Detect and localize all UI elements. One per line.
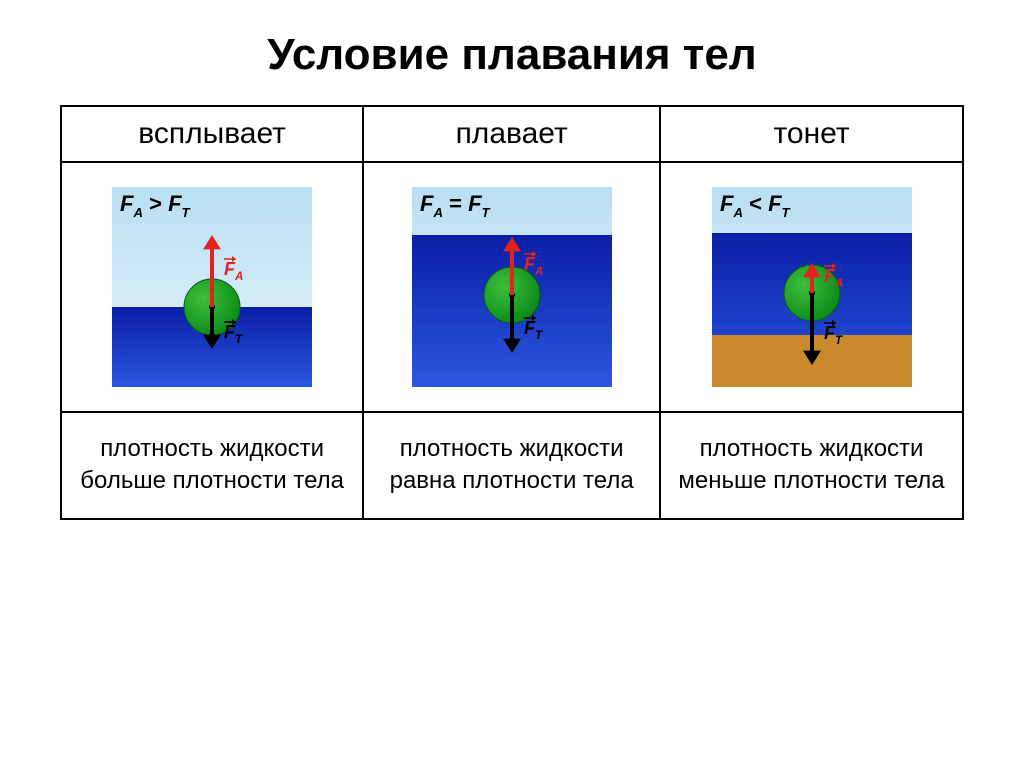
svg-text:FA < FT: FA < FT <box>720 191 791 220</box>
svg-text:FA = FT: FA = FT <box>420 191 491 220</box>
svg-text:FA > FT: FA > FT <box>120 191 191 220</box>
diagram-cell-1: FAFTFA = FT <box>363 162 660 412</box>
desc-cell-0: плотность жидкости больше плотности тела <box>61 412 363 519</box>
diagram-cell-0: FAFTFA > FT <box>61 162 363 412</box>
header-row: всплывает плавает тонет <box>61 106 963 162</box>
col-header-2: тонет <box>660 106 963 162</box>
page-title: Условие плавания тел <box>267 30 757 80</box>
col-header-0: всплывает <box>61 106 363 162</box>
buoyancy-table: всплывает плавает тонет FAFTFA > FT FAFT… <box>60 105 964 520</box>
buoyancy-diagram-2: FAFTFA < FT <box>712 187 912 387</box>
desc-cell-1: плотность жидкости равна плотности тела <box>363 412 660 519</box>
buoyancy-diagram-0: FAFTFA > FT <box>112 187 312 387</box>
desc-cell-2: плотность жидкости меньше плотности тела <box>660 412 963 519</box>
buoyancy-diagram-1: FAFTFA = FT <box>412 187 612 387</box>
description-row: плотность жидкости больше плотности тела… <box>61 412 963 519</box>
col-header-1: плавает <box>363 106 660 162</box>
diagram-cell-2: FAFTFA < FT <box>660 162 963 412</box>
diagram-row: FAFTFA > FT FAFTFA = FT FAFTFA < FT <box>61 162 963 412</box>
